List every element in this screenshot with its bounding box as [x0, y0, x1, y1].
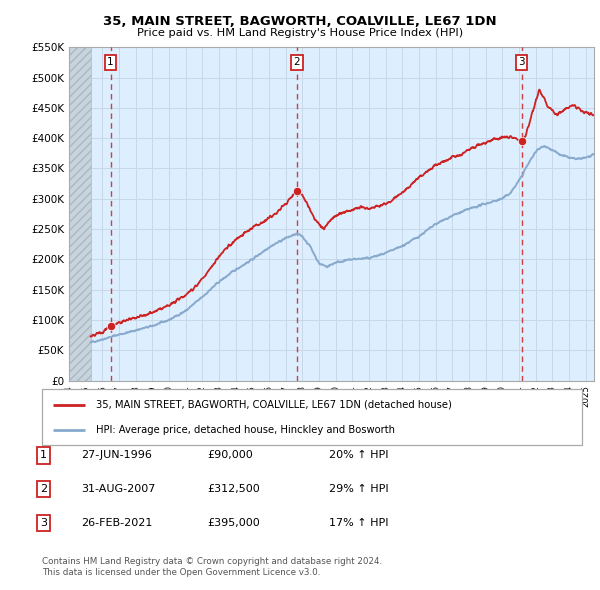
Bar [69, 47, 91, 381]
Text: 29% ↑ HPI: 29% ↑ HPI [329, 484, 388, 494]
Text: 17% ↑ HPI: 17% ↑ HPI [329, 518, 388, 527]
Text: 2: 2 [293, 57, 300, 67]
Text: 20% ↑ HPI: 20% ↑ HPI [329, 451, 388, 460]
Text: 35, MAIN STREET, BAGWORTH, COALVILLE, LE67 1DN (detached house): 35, MAIN STREET, BAGWORTH, COALVILLE, LE… [96, 399, 452, 409]
Text: £395,000: £395,000 [207, 518, 260, 527]
Text: 1: 1 [107, 57, 114, 67]
Text: 3: 3 [40, 518, 47, 527]
Text: 3: 3 [518, 57, 525, 67]
Text: HPI: Average price, detached house, Hinckley and Bosworth: HPI: Average price, detached house, Hinc… [96, 425, 395, 435]
Text: 35, MAIN STREET, BAGWORTH, COALVILLE, LE67 1DN: 35, MAIN STREET, BAGWORTH, COALVILLE, LE… [103, 15, 497, 28]
Text: Contains HM Land Registry data © Crown copyright and database right 2024.: Contains HM Land Registry data © Crown c… [42, 557, 382, 566]
Text: 1: 1 [40, 451, 47, 460]
Text: £312,500: £312,500 [207, 484, 260, 494]
Text: This data is licensed under the Open Government Licence v3.0.: This data is licensed under the Open Gov… [42, 568, 320, 577]
Text: £90,000: £90,000 [207, 451, 253, 460]
Text: 27-JUN-1996: 27-JUN-1996 [81, 451, 152, 460]
Bar [69, 47, 91, 381]
Text: Price paid vs. HM Land Registry's House Price Index (HPI): Price paid vs. HM Land Registry's House … [137, 28, 463, 38]
Text: 2: 2 [40, 484, 47, 494]
Text: 26-FEB-2021: 26-FEB-2021 [81, 518, 152, 527]
Text: 31-AUG-2007: 31-AUG-2007 [81, 484, 155, 494]
